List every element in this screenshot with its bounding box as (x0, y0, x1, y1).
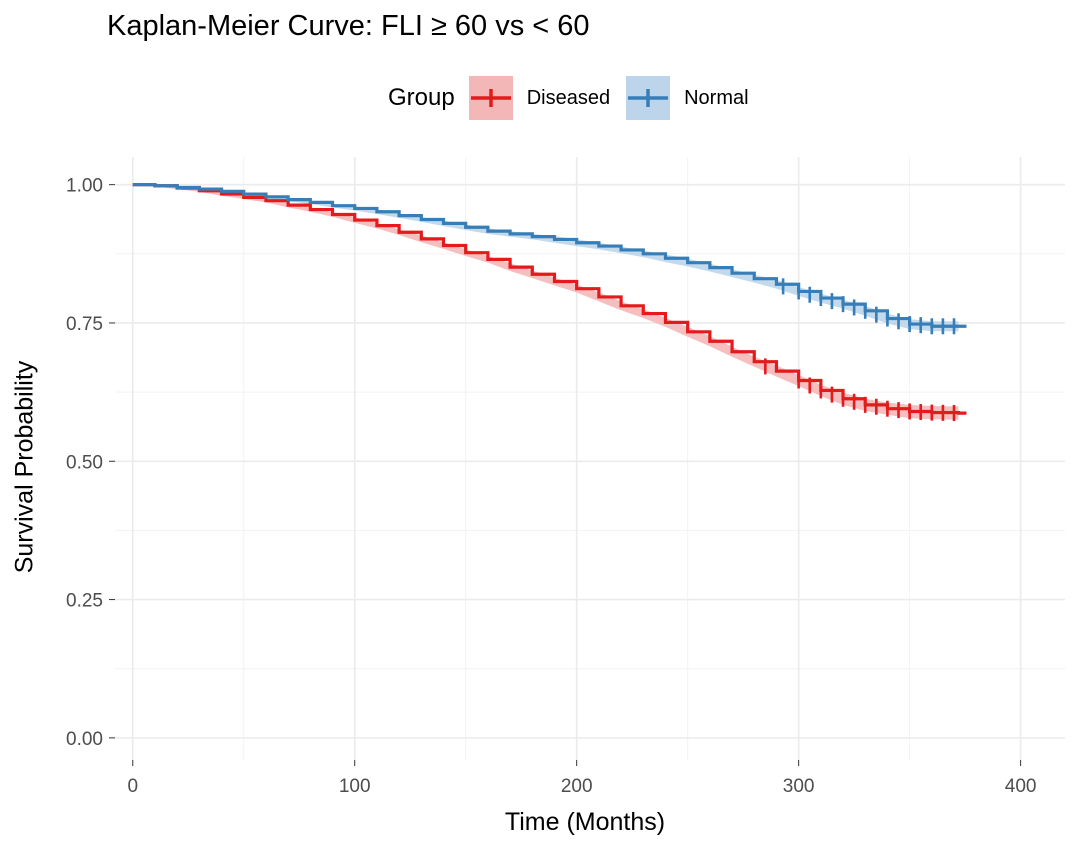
legend-item-diseased[interactable]: Diseased (468, 76, 611, 120)
y-axis-title: Survival Probability (10, 360, 39, 574)
x-tick-label: 100 (339, 776, 371, 797)
ci-band-diseased (132, 184, 959, 420)
survival-curves (132, 183, 967, 415)
tick-labels: 0 100 200 300 400 0.00 0.25 0.50 0.75 1.00 (66, 176, 1036, 797)
x-tick-label: 0 (127, 776, 138, 797)
x-tick-label: 200 (561, 776, 593, 797)
legend-item-normal[interactable]: Normal (626, 76, 749, 120)
x-tick-label: 400 (1005, 776, 1037, 797)
y-tick-label: 0.75 (66, 314, 103, 335)
confidence-bands (132, 184, 959, 420)
x-tick-label: 300 (783, 776, 815, 797)
y-tick-label: 0.50 (66, 452, 103, 473)
ci-band-normal (132, 184, 959, 332)
y-tick-label: 0.00 (66, 729, 103, 750)
legend: Group Diseased Normal (388, 76, 765, 120)
legend-label-diseased: Diseased (526, 86, 611, 109)
legend-label-normal: Normal (684, 86, 749, 109)
y-tick-label: 0.25 (66, 591, 103, 612)
legend-key-diseased (468, 76, 513, 120)
y-tick-label: 1.00 (66, 176, 103, 197)
censor-marks (764, 278, 956, 422)
legend-title: Group (388, 84, 455, 111)
grid (115, 157, 1065, 760)
legend-key-normal (626, 76, 671, 120)
chart-title: Kaplan-Meier Curve: FLI ≥ 60 vs < 60 (107, 10, 590, 42)
x-axis-title: Time (Months) (504, 808, 666, 836)
